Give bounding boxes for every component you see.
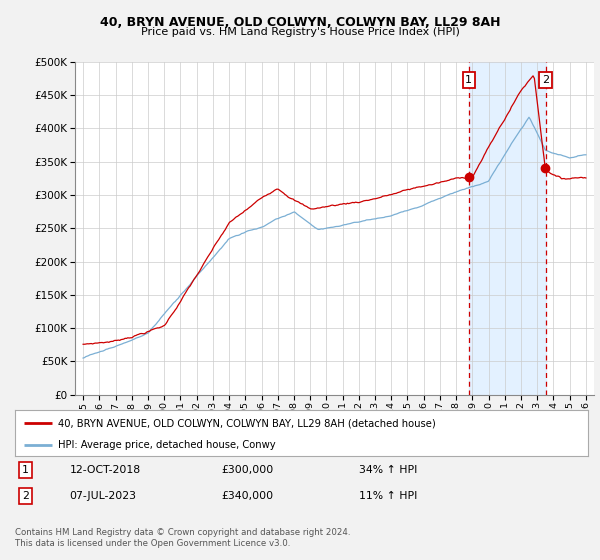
Text: £340,000: £340,000 bbox=[221, 491, 274, 501]
Text: This data is licensed under the Open Government Licence v3.0.: This data is licensed under the Open Gov… bbox=[15, 539, 290, 548]
Text: 40, BRYN AVENUE, OLD COLWYN, COLWYN BAY, LL29 8AH: 40, BRYN AVENUE, OLD COLWYN, COLWYN BAY,… bbox=[100, 16, 500, 29]
Text: £300,000: £300,000 bbox=[221, 465, 274, 475]
Text: 07-JUL-2023: 07-JUL-2023 bbox=[70, 491, 136, 501]
Text: Contains HM Land Registry data © Crown copyright and database right 2024.: Contains HM Land Registry data © Crown c… bbox=[15, 528, 350, 536]
Text: 11% ↑ HPI: 11% ↑ HPI bbox=[359, 491, 417, 501]
Text: HPI: Average price, detached house, Conwy: HPI: Average price, detached house, Conw… bbox=[58, 440, 275, 450]
Bar bbox=[469, 62, 545, 395]
Text: 2: 2 bbox=[22, 491, 29, 501]
Text: 12-OCT-2018: 12-OCT-2018 bbox=[70, 465, 140, 475]
Text: 34% ↑ HPI: 34% ↑ HPI bbox=[359, 465, 417, 475]
Text: 40, BRYN AVENUE, OLD COLWYN, COLWYN BAY, LL29 8AH (detached house): 40, BRYN AVENUE, OLD COLWYN, COLWYN BAY,… bbox=[58, 418, 436, 428]
Text: 2: 2 bbox=[542, 75, 549, 85]
Text: 1: 1 bbox=[22, 465, 29, 475]
Text: Price paid vs. HM Land Registry's House Price Index (HPI): Price paid vs. HM Land Registry's House … bbox=[140, 27, 460, 37]
Text: 1: 1 bbox=[465, 75, 472, 85]
